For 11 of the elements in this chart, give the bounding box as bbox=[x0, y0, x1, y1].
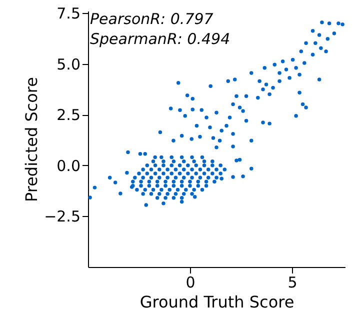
y-tick-label: 7.5 bbox=[56, 4, 80, 23]
y-tick-label: 5.0 bbox=[56, 55, 80, 74]
y-tick-label: 2.5 bbox=[56, 106, 80, 124]
y-axis-title: Predicted Score bbox=[22, 76, 42, 202]
annotation: SpearmanR: 0.494 bbox=[90, 30, 230, 48]
y-tick-label: −2.5 bbox=[44, 208, 80, 226]
x-tick-label: 0 bbox=[186, 274, 196, 292]
x-tick-label: 5 bbox=[288, 274, 298, 292]
x-axis-title: Ground Truth Score bbox=[140, 292, 294, 312]
annotation: PearsonR: 0.797 bbox=[90, 10, 214, 28]
y-tick-label: 0.0 bbox=[56, 156, 80, 175]
